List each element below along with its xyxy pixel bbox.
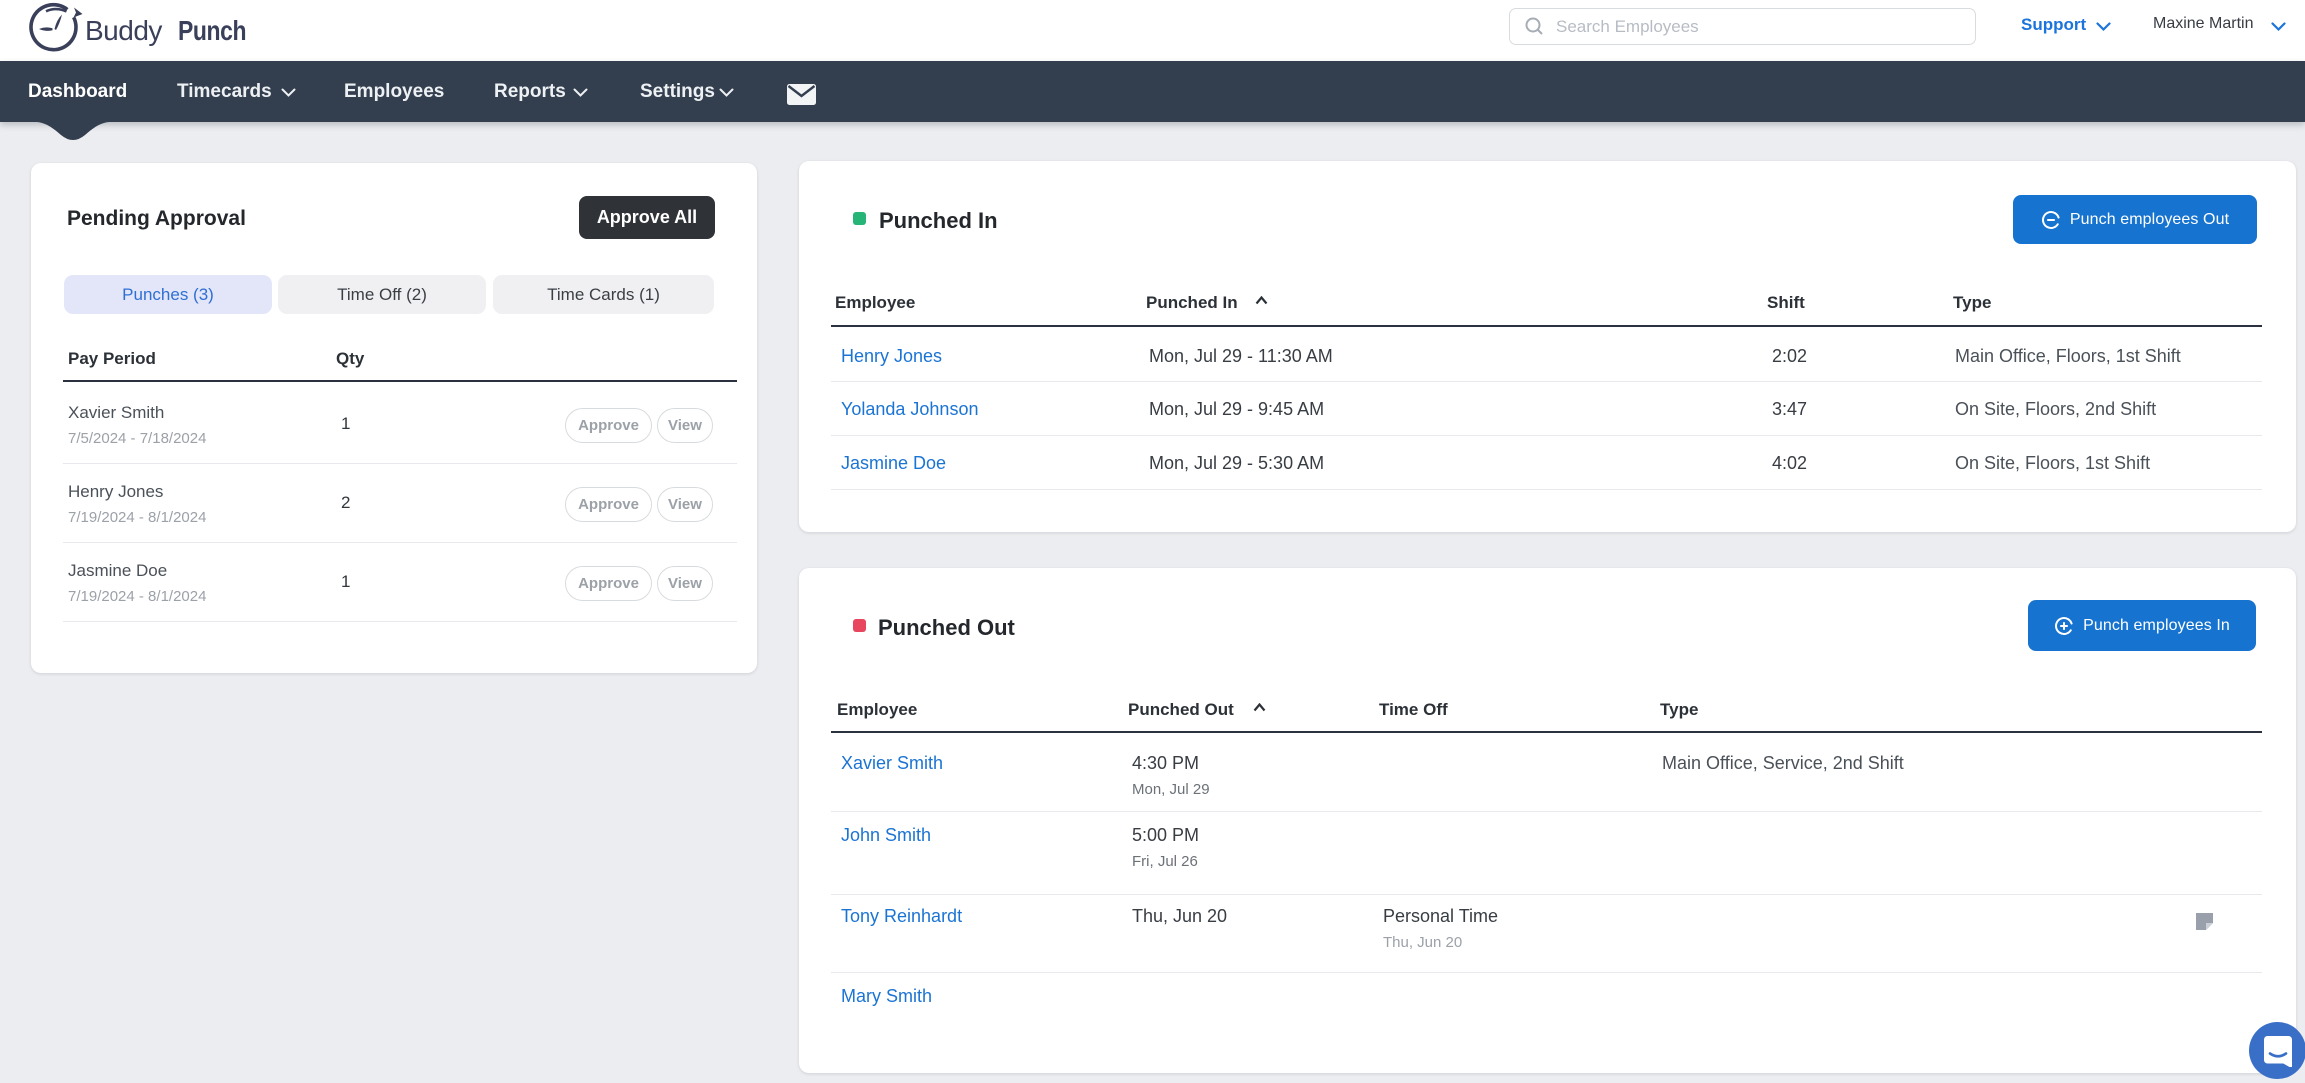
svg-text:Buddy: Buddy xyxy=(85,15,162,46)
svg-text:Punch: Punch xyxy=(178,16,246,47)
